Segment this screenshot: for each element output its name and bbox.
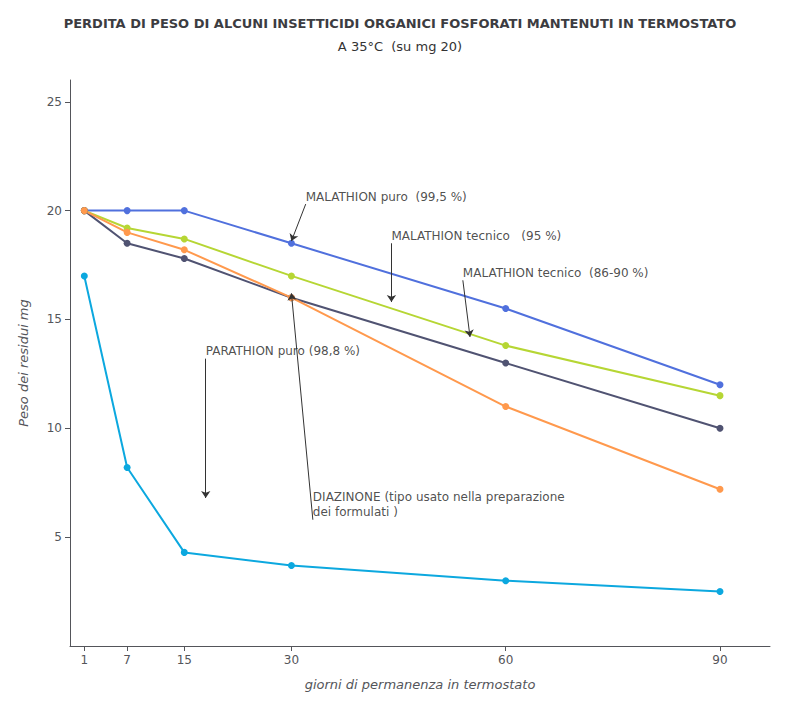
svg-text:PARATHION puro (98,8 %): PARATHION puro (98,8 %): [206, 344, 360, 358]
svg-text:giorni di permanenza in termos: giorni di permanenza in termostato: [305, 677, 536, 692]
svg-text:DIAZINONE (tipo usato nella pr: DIAZINONE (tipo usato nella preparazione: [313, 490, 565, 504]
svg-text:15: 15: [177, 653, 192, 667]
svg-text:1: 1: [80, 653, 88, 667]
svg-text:MALATHION tecnico (86-90 %): MALATHION tecnico (86-90 %): [463, 266, 649, 280]
svg-text:30: 30: [284, 653, 299, 667]
svg-text:15: 15: [47, 312, 62, 326]
svg-text:A 35°C (su mg 20): A 35°C (su mg 20): [338, 39, 462, 54]
svg-text:MALATHION puro (99,5 %): MALATHION puro (99,5 %): [306, 190, 467, 204]
svg-text:20: 20: [47, 204, 62, 218]
svg-text:60: 60: [498, 653, 513, 667]
svg-text:5: 5: [54, 530, 62, 544]
svg-text:MALATHION tecnico (95 %): MALATHION tecnico (95 %): [391, 229, 561, 243]
svg-text:dei formulati ): dei formulati ): [313, 505, 398, 519]
svg-text:PERDITA DI PESO DI ALCUNI INSE: PERDITA DI PESO DI ALCUNI INSETTICIDI OR…: [64, 16, 737, 31]
svg-text:7: 7: [123, 653, 131, 667]
svg-text:Peso dei residui mg: Peso dei residui mg: [16, 299, 31, 427]
svg-text:90: 90: [712, 653, 727, 667]
svg-text:10: 10: [47, 421, 62, 435]
svg-text:25: 25: [47, 95, 62, 109]
